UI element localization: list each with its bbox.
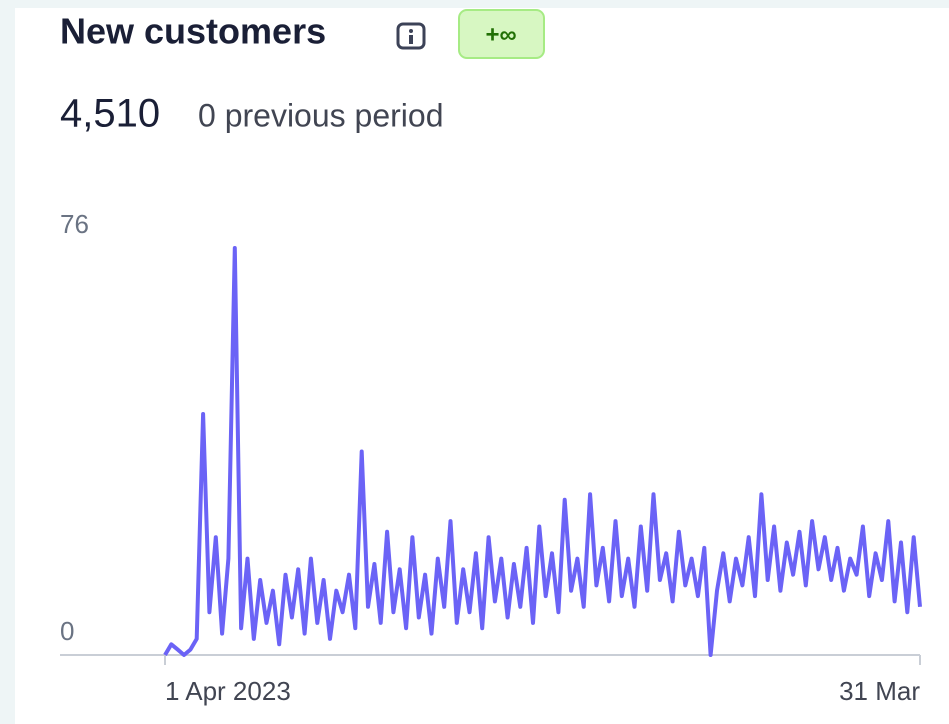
x-tick-label: 31 Mar	[839, 676, 920, 706]
line	[163, 246, 922, 657]
info-icon[interactable]	[396, 22, 426, 50]
y-tick-label: 76	[60, 209, 89, 239]
comparison: 0 previous period	[198, 97, 443, 133]
y-tick-label: 0	[60, 616, 74, 646]
badge-text: +∞	[485, 21, 516, 48]
badge	[458, 9, 545, 59]
title: New customers	[60, 11, 326, 52]
total: 4,510	[60, 92, 160, 136]
x-tick-label: 1 Apr 2023	[165, 676, 291, 706]
